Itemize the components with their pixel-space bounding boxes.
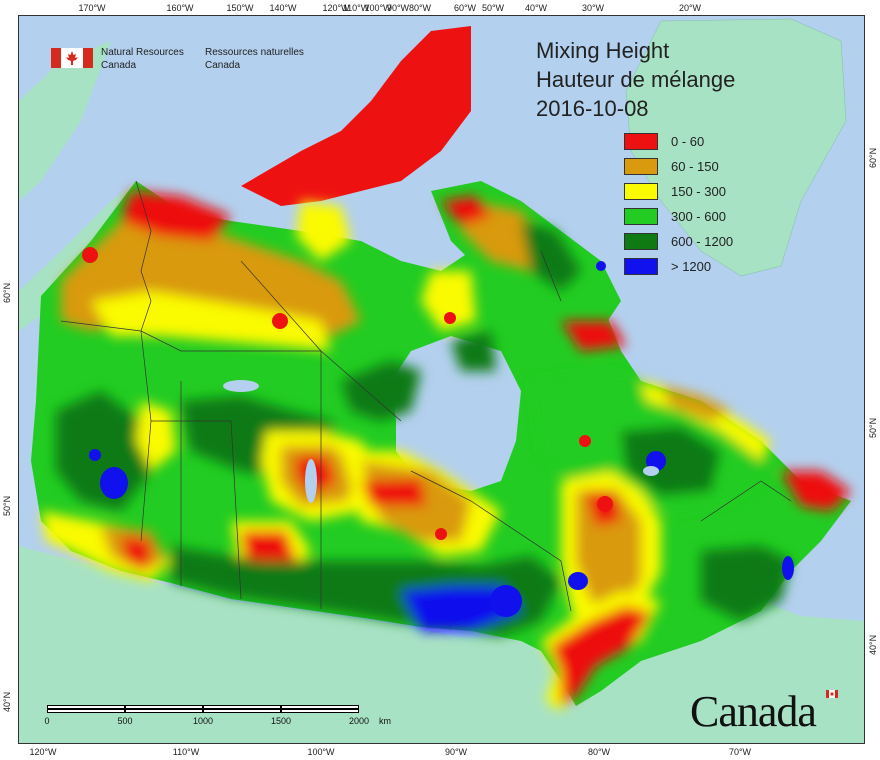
- red-spot: [435, 528, 447, 540]
- lon-label-bottom: 90°W: [444, 747, 468, 757]
- legend-swatch: [624, 158, 658, 175]
- blue-spot: [568, 572, 588, 590]
- blue-spot: [89, 449, 101, 461]
- lon-label-bottom: 110°W: [172, 747, 200, 757]
- lon-label-bottom: 120°W: [29, 747, 57, 757]
- agency-en-line: Canada: [101, 60, 137, 71]
- legend-label: 0 - 60: [671, 134, 705, 149]
- map-canvas[interactable]: Natural Resources Canada Ressources natu…: [18, 15, 865, 744]
- legend-label: 60 - 150: [671, 159, 719, 174]
- scale-segment: [125, 705, 203, 709]
- lon-label-top: 170°W: [78, 3, 106, 13]
- canada-flag-icon: [51, 48, 93, 68]
- lon-label-top: 150°W: [226, 3, 254, 13]
- lon-label-top: 160°W: [166, 3, 194, 13]
- lon-label-top: 30°W: [581, 3, 605, 13]
- map-title-fr: Hauteur de mélange: [536, 67, 736, 92]
- lon-label-bottom: 80°W: [587, 747, 611, 757]
- scale-segment: [203, 709, 281, 713]
- blue-spot: [596, 261, 606, 271]
- map-title: Mixing Height: [536, 38, 670, 63]
- scale-segment: [281, 709, 359, 713]
- legend-label: 300 - 600: [671, 209, 726, 224]
- wordmark-flag-icon: [826, 690, 838, 698]
- scale-tick-label: 500: [117, 716, 133, 726]
- red-spot: [444, 312, 456, 324]
- red-spot: [82, 247, 98, 263]
- scale-segment: [125, 709, 203, 713]
- legend-label: > 1200: [671, 259, 712, 274]
- usa-landmass: [19, 546, 864, 743]
- lat-label-right: 50°N: [868, 417, 878, 438]
- blue-spot: [782, 556, 794, 580]
- lon-label-top: 110°W: [342, 3, 370, 13]
- mixing-height-field: [41, 191, 851, 711]
- red-spot: [272, 313, 288, 329]
- agency-en-line: Natural Resources: [101, 47, 184, 58]
- map-svg: [19, 18, 864, 743]
- agency-name-fr: Ressources naturelles Canada: [205, 46, 304, 72]
- lon-label-top: 140°W: [269, 3, 297, 13]
- legend-swatch: [624, 258, 658, 275]
- hudson-bay: [391, 336, 521, 491]
- legend-label: 150 - 300: [671, 184, 726, 199]
- canada-wordmark: Canada: [690, 690, 850, 734]
- lat-label-left: 60°N: [2, 282, 12, 303]
- scale-segment: [47, 705, 125, 709]
- lat-label-left: 40°N: [2, 691, 12, 712]
- legend-swatch: [624, 233, 658, 250]
- scale-bar: 0 500 1000 1500 2000 km: [44, 703, 391, 726]
- province-borders: [60, 180, 792, 612]
- map-title-block: Mixing Height Hauteur de mélange 2016-10…: [536, 36, 735, 123]
- wordmark-text: Canada: [690, 687, 817, 736]
- lon-label-top: 20°W: [678, 3, 702, 13]
- lake: [305, 459, 317, 503]
- lon-label-bottom: 100°W: [307, 747, 335, 757]
- lon-label-top: 90°W: [386, 3, 410, 13]
- lon-label-top: 80°W: [408, 3, 432, 13]
- scale-tick-label: 1000: [192, 716, 214, 726]
- scale-segment: [47, 709, 125, 713]
- map-date: 2016-10-08: [536, 96, 649, 121]
- agency-fr-line: Canada: [205, 60, 241, 71]
- scale-tick-label: 2000: [348, 716, 370, 726]
- lon-label-top: 60°W: [453, 3, 477, 13]
- legend-swatch: [624, 183, 658, 200]
- lat-label-right: 40°N: [868, 634, 878, 655]
- lake: [223, 380, 259, 392]
- arctic-archipelago: [241, 26, 471, 206]
- scale-segment: [203, 705, 281, 709]
- lon-label-bottom: 70°W: [728, 747, 752, 757]
- lon-label-top: 50°W: [481, 3, 505, 13]
- scale-segment: [281, 705, 359, 709]
- scale-tick-label: 1500: [270, 716, 292, 726]
- agency-fr-line: Ressources naturelles: [205, 47, 304, 58]
- agency-name-en: Natural Resources Canada: [101, 46, 184, 72]
- legend-swatch: [624, 208, 658, 225]
- lon-label-top: 100°W: [364, 3, 392, 13]
- legend-swatch: [624, 133, 658, 150]
- lon-label-top: 40°W: [524, 3, 548, 13]
- lon-label-top: 120°W: [322, 3, 350, 13]
- scale-tick-label: 0: [44, 716, 50, 726]
- scale-unit: km: [379, 716, 391, 726]
- red-spot: [579, 435, 591, 447]
- legend-label: 600 - 1200: [671, 234, 734, 249]
- alaska-islands: [19, 41, 111, 201]
- lat-label-right: 60°N: [868, 147, 878, 168]
- lake: [643, 466, 659, 476]
- blue-spot: [100, 467, 128, 499]
- blue-spot: [490, 585, 522, 617]
- lat-label-left: 50°N: [2, 495, 12, 516]
- red-spot: [597, 496, 613, 512]
